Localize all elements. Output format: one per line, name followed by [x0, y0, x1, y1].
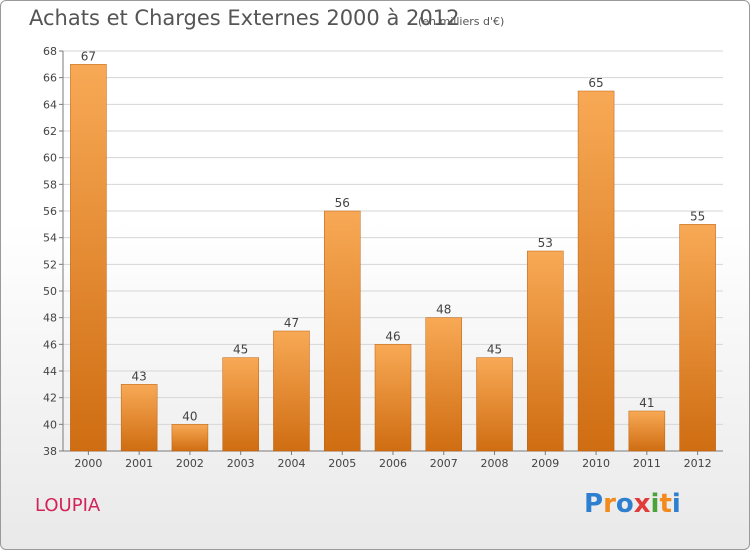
value-label-2005: 56 [335, 196, 350, 210]
bar-2012 [679, 224, 716, 452]
bar-2003 [222, 357, 259, 452]
x-tick-label-2004: 2004 [277, 457, 305, 470]
y-tick-label: 58 [43, 178, 57, 191]
y-tick-label: 38 [43, 445, 57, 458]
y-tick-label: 48 [43, 312, 57, 325]
y-tick-label: 62 [43, 125, 57, 138]
logo-letter: t [659, 489, 672, 519]
value-label-2012: 55 [690, 209, 705, 223]
logo-letter: r [603, 489, 616, 519]
x-tick-label-2001: 2001 [125, 457, 153, 470]
commune-name: LOUPIA [35, 495, 101, 516]
x-tick-label-2005: 2005 [328, 457, 356, 470]
y-tick-label: 66 [43, 72, 57, 85]
logo-letter: o [615, 489, 634, 519]
x-tick-label-2002: 2002 [176, 457, 204, 470]
logo-letter: P [584, 489, 604, 519]
bar-2010 [577, 90, 615, 452]
x-tick-label-2003: 2003 [227, 457, 255, 470]
chart-title: Achats et Charges Externes 2000 à 2012 [29, 6, 460, 30]
y-tick-label: 42 [43, 392, 57, 405]
x-tick-label-2008: 2008 [481, 457, 509, 470]
y-tick-label: 52 [43, 258, 57, 271]
logo-letter: i [671, 489, 681, 519]
y-tick-label: 40 [43, 418, 57, 431]
data-labels: 67 43 40 45 47 56 46 48 45 53 65 41 55 [81, 49, 706, 423]
y-tick-label: 64 [43, 98, 57, 111]
value-label-2004: 47 [284, 316, 299, 330]
bars [70, 64, 716, 452]
value-label-2002: 40 [182, 409, 197, 423]
bar-2002 [171, 424, 209, 452]
bar-2011 [628, 410, 666, 452]
y-tick-label: 54 [43, 232, 57, 245]
y-tick-label: 56 [43, 205, 57, 218]
x-tick-label-2000: 2000 [74, 457, 102, 470]
logo-letter: x [633, 489, 651, 519]
y-tick-label: 44 [43, 365, 57, 378]
bar-2005 [323, 210, 361, 452]
value-label-2010: 65 [588, 76, 603, 90]
bar-2008 [476, 357, 513, 452]
value-label-2003: 45 [233, 343, 248, 357]
x-tick-label-2006: 2006 [379, 457, 407, 470]
value-label-2000: 67 [81, 49, 96, 63]
y-tick-label: 60 [43, 152, 57, 165]
value-label-2008: 45 [487, 343, 502, 357]
value-label-2001: 43 [132, 369, 147, 383]
bar-2007 [425, 317, 463, 452]
proxiti-logo[interactable]: Proxiti [584, 489, 681, 519]
value-label-2009: 53 [538, 236, 553, 250]
bar-2000 [70, 64, 107, 452]
x-tick-label-2007: 2007 [430, 457, 458, 470]
bar-2006 [374, 344, 412, 452]
y-tick-label: 46 [43, 338, 57, 351]
value-label-2007: 48 [436, 303, 451, 317]
x-tick-label-2011: 2011 [633, 457, 661, 470]
x-tick-label-2009: 2009 [531, 457, 559, 470]
value-label-2011: 41 [639, 396, 654, 410]
y-tick-label: 50 [43, 285, 57, 298]
chart-unit: (en milliers d'€) [418, 15, 505, 28]
value-label-2006: 46 [385, 329, 400, 343]
bar-2009 [527, 250, 564, 452]
x-tick-label-2012: 2012 [684, 457, 712, 470]
bar-2004 [273, 330, 310, 452]
y-tick-label: 68 [43, 45, 57, 58]
bar-2001 [120, 384, 158, 452]
x-tick-label-2010: 2010 [582, 457, 610, 470]
logo-letter: i [650, 489, 660, 519]
